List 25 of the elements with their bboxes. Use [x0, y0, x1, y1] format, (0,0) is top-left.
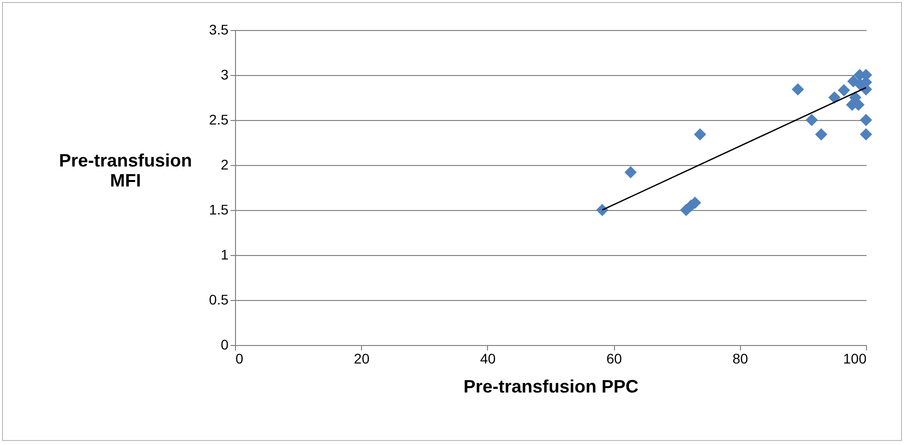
y-axis-title: Pre-transfusion MFI: [58, 150, 192, 190]
point: [806, 114, 818, 126]
point: [792, 83, 804, 96]
x-tick-label: 0: [236, 350, 244, 366]
y-tick-label: 0: [220, 336, 229, 352]
point: [828, 91, 841, 104]
y-tick-label: 2: [220, 156, 229, 172]
y-tick-label: 3: [220, 66, 229, 82]
y-tick-label: 1: [220, 246, 229, 262]
x-tick-label: 60: [606, 350, 622, 366]
y-tick-label: 3.5: [209, 22, 229, 38]
x-tick-label: 80: [732, 350, 748, 366]
point: [860, 128, 872, 141]
point: [838, 84, 850, 96]
x-tick-label: 100: [843, 350, 867, 366]
point: [624, 166, 637, 178]
point: [694, 128, 706, 141]
point: [860, 114, 872, 126]
x-axis-title: Pre-transfusion PPC: [463, 376, 639, 396]
y-tick-label: 1.5: [209, 202, 229, 218]
y-tick-label: 0.5: [209, 292, 229, 308]
x-tick-label: 20: [354, 350, 370, 366]
x-tick-label: 40: [480, 350, 496, 366]
y-tick-label: 2.5: [209, 112, 229, 128]
point: [815, 128, 828, 141]
